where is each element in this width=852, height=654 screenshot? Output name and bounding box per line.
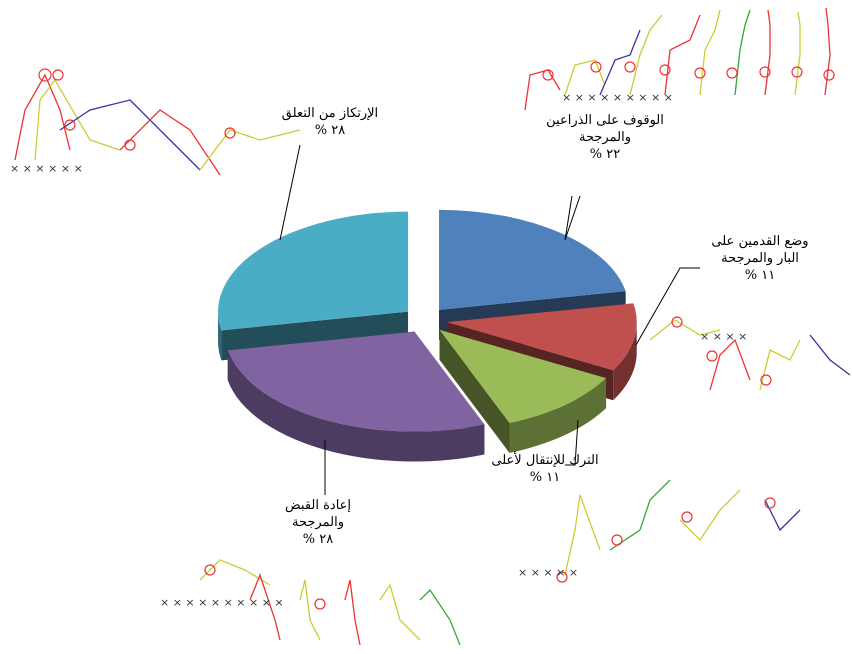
value-label: ٢٨ % xyxy=(302,532,334,547)
value-label: ٢٢ % xyxy=(589,147,621,162)
slice-label: إعادة القبض والمرجحة ٢٨ % xyxy=(258,497,378,548)
decorative-figures: × × × × × × × × × × × × × × × × × × × × xyxy=(10,7,851,646)
leader-line xyxy=(564,195,581,241)
category-label: الإرتكاز من التعلق xyxy=(281,106,379,121)
leader-line xyxy=(565,419,579,466)
slice-top xyxy=(218,211,409,331)
slice-top xyxy=(446,303,637,371)
figure-bottom-right: × × × × × xyxy=(518,479,801,583)
slice-side xyxy=(439,329,510,453)
figure-top-right: × × × × × × × × × xyxy=(524,7,835,111)
slice xyxy=(227,331,485,462)
value-label: ١١ % xyxy=(744,268,776,283)
svg-text:× × × × × ×: × × × × × × xyxy=(10,162,83,175)
slice-top xyxy=(439,209,626,310)
category-label: إعادة القبض والمرجحة xyxy=(284,498,352,530)
category-label: الترك للإنتقال لأعلى xyxy=(491,453,599,468)
slice-label: الترك للإنتقال لأعلى ١١ % xyxy=(485,452,605,486)
slice-top xyxy=(439,329,607,423)
slice-label: وضع القدمين على البار والمرجحة ١١ % xyxy=(700,233,820,284)
leader-line xyxy=(635,267,700,346)
figure-right: × × × × xyxy=(649,316,851,391)
category-label: الوقوف على الذراعين والمرجحة xyxy=(546,113,664,145)
slice-side xyxy=(227,350,485,462)
slice-label: الإرتكاز من التعلق ٢٨ % xyxy=(270,105,390,139)
svg-text:× × × × ×: × × × × × xyxy=(518,566,578,579)
slice-side xyxy=(509,378,607,453)
slice-side xyxy=(613,322,637,401)
svg-text:× × × ×: × × × × xyxy=(700,330,747,343)
value-label: ١١ % xyxy=(529,470,561,485)
slice-label: الوقوف على الذراعين والمرجحة ٢٢ % xyxy=(545,112,665,163)
category-label: وضع القدمين على البار والمرجحة xyxy=(711,234,809,266)
slice xyxy=(439,329,607,453)
slice-side xyxy=(218,311,222,361)
value-label: ٢٨ % xyxy=(314,123,346,138)
figure-bottom: × × × × × × × × × × xyxy=(160,559,461,646)
leader-line xyxy=(279,144,301,241)
figure-top-left: × × × × × × xyxy=(10,68,301,176)
svg-text:× × × × × × × × × ×: × × × × × × × × × × xyxy=(160,596,284,609)
svg-text:× × × × × × × × ×: × × × × × × × × × xyxy=(562,91,673,104)
slice-top xyxy=(227,331,485,432)
